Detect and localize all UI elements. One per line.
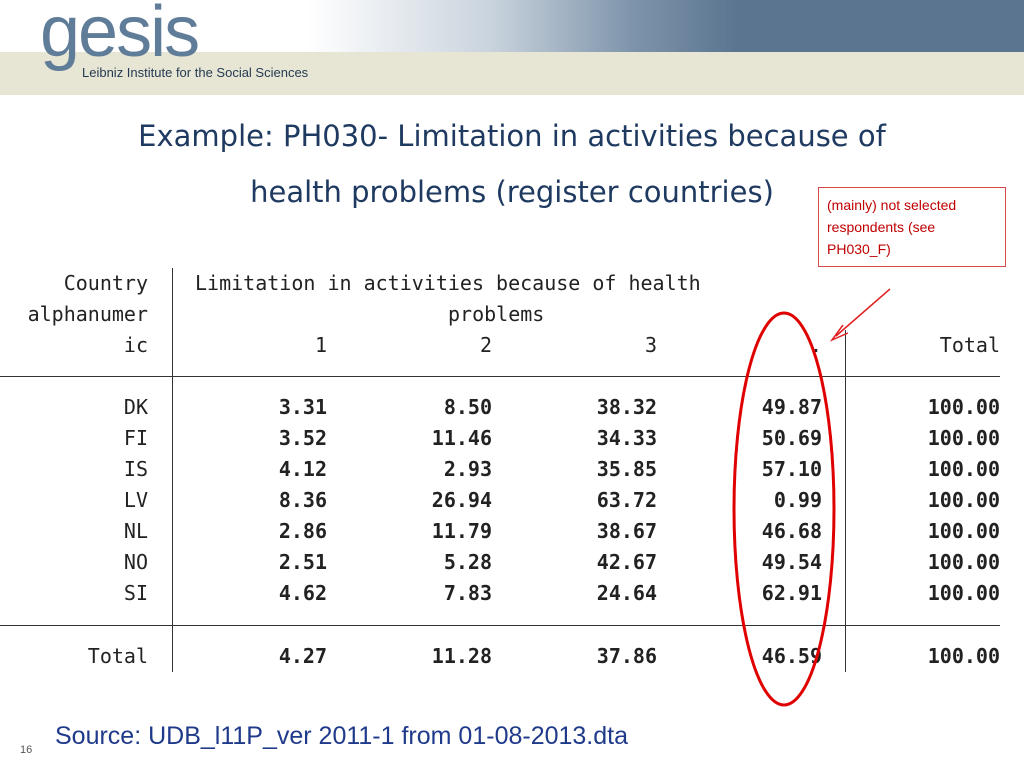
value-cell: 4.62 xyxy=(278,581,327,605)
value-cell: 49.87 xyxy=(761,395,822,419)
value-cell: 100.00 xyxy=(927,519,1000,543)
total-label: Total xyxy=(87,644,148,668)
logo-subtitle: Leibniz Institute for the Social Science… xyxy=(82,65,309,80)
value-cell: 7.83 xyxy=(443,581,492,605)
value-cell: 11.46 xyxy=(431,426,492,450)
value-cell: 100.00 xyxy=(927,488,1000,512)
value-cell: 11.79 xyxy=(431,519,492,543)
value-cell: 24.64 xyxy=(596,581,657,605)
group-header-line-1: Limitation in activities because of heal… xyxy=(195,271,701,295)
value-cell: 46.68 xyxy=(761,519,822,543)
value-cell: 49.54 xyxy=(761,550,822,574)
callout-arrow-line xyxy=(835,288,891,337)
value-cell: 35.85 xyxy=(596,457,657,481)
value-cell: 2.93 xyxy=(443,457,492,481)
row-header-line-2: alphanumer xyxy=(27,302,148,326)
total-value-cell: 100.00 xyxy=(927,644,1000,668)
country-code: IS xyxy=(123,457,148,481)
source-citation: Source: UDB_l11P_ver 2011-1 from 01-08-2… xyxy=(55,722,629,750)
total-column-divider xyxy=(845,330,846,672)
total-value-cell: 4.27 xyxy=(278,644,327,668)
value-cell: 57.10 xyxy=(761,457,822,481)
row-header-line-3: ic xyxy=(123,333,148,357)
callout-note: (mainly) not selected respondents (see P… xyxy=(818,187,1006,267)
header-rule xyxy=(0,376,1000,377)
callout-line-1: (mainly) not selected xyxy=(827,197,957,213)
group-header-line-2: problems xyxy=(448,302,545,326)
column-header-2: 2 xyxy=(479,333,492,357)
value-cell: 42.67 xyxy=(596,550,657,574)
value-cell: 26.94 xyxy=(431,488,492,512)
slide-title: Example: PH030- Limitation in activities… xyxy=(0,108,1024,220)
title-line-2: health problems (register countries) xyxy=(250,175,774,209)
value-cell: 5.28 xyxy=(443,550,492,574)
value-cell: 62.91 xyxy=(761,581,822,605)
value-cell: 50.69 xyxy=(761,426,822,450)
title-line-1: Example: PH030- Limitation in activities… xyxy=(138,119,886,153)
value-cell: 100.00 xyxy=(927,426,1000,450)
value-cell: 2.51 xyxy=(278,550,327,574)
country-code: LV xyxy=(123,488,148,512)
header-gradient-bar xyxy=(0,0,1024,52)
callout-arrow-head xyxy=(829,324,849,342)
row-header-divider xyxy=(172,268,173,672)
value-cell: 100.00 xyxy=(927,395,1000,419)
country-code: FI xyxy=(123,426,148,450)
total-value-cell: 37.86 xyxy=(596,644,657,668)
column-header-3: 3 xyxy=(644,333,657,357)
value-cell: 8.36 xyxy=(278,488,327,512)
value-cell: 4.12 xyxy=(278,457,327,481)
value-cell: 0.99 xyxy=(773,488,822,512)
country-code: NL xyxy=(123,519,148,543)
value-cell: 100.00 xyxy=(927,581,1000,605)
country-code: NO xyxy=(123,550,148,574)
value-cell: 38.67 xyxy=(596,519,657,543)
value-cell: 2.86 xyxy=(278,519,327,543)
header-band xyxy=(0,52,1024,95)
slide-header: gesis Leibniz Institute for the Social S… xyxy=(0,0,1024,95)
total-value-cell: 11.28 xyxy=(431,644,492,668)
column-header-total: Total xyxy=(939,333,1000,357)
callout-line-3: PH030_F) xyxy=(827,241,891,257)
callout-line-2: respondents (see xyxy=(827,219,936,235)
highlight-ellipse xyxy=(732,311,836,707)
value-cell: 100.00 xyxy=(927,457,1000,481)
value-cell: 3.31 xyxy=(278,395,327,419)
page-number: 16 xyxy=(20,744,33,756)
value-cell: 34.33 xyxy=(596,426,657,450)
value-cell: 63.72 xyxy=(596,488,657,512)
row-header-line-1: Country xyxy=(63,271,148,295)
gesis-logo: gesis xyxy=(40,0,200,72)
total-rule xyxy=(0,625,1000,626)
value-cell: 3.52 xyxy=(278,426,327,450)
column-header-1: 1 xyxy=(314,333,327,357)
value-cell: 8.50 xyxy=(443,395,492,419)
country-code: SI xyxy=(123,581,148,605)
country-code: DK xyxy=(123,395,148,419)
value-cell: 100.00 xyxy=(927,550,1000,574)
total-value-cell: 46.59 xyxy=(761,644,822,668)
value-cell: 38.32 xyxy=(596,395,657,419)
